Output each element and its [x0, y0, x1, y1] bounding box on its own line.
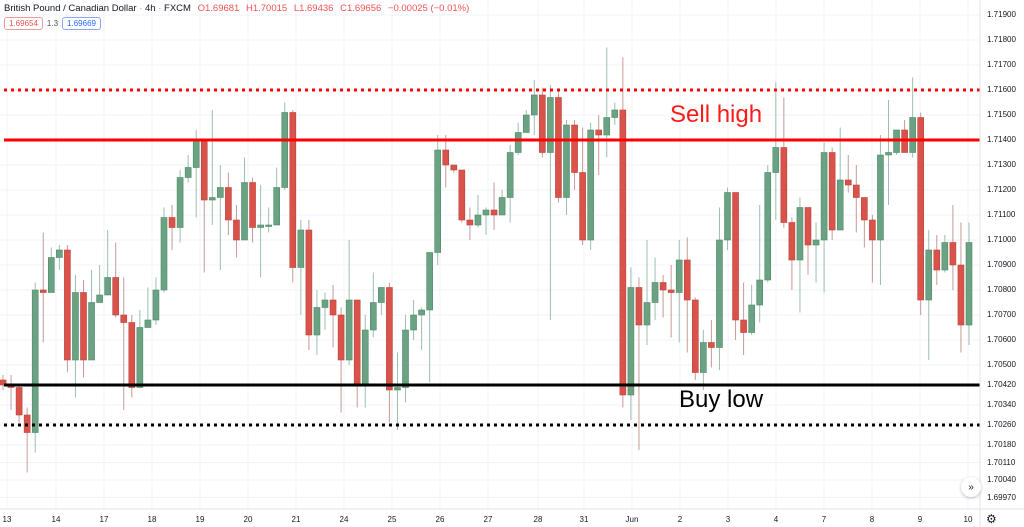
sell-button[interactable]: 1.69654	[4, 17, 43, 30]
price-tick-label: 1.71500	[987, 110, 1016, 119]
gear-icon: ⚙	[986, 512, 997, 526]
ohlc-high: H1.70015	[245, 3, 288, 14]
time-tick-label: 3	[725, 515, 731, 524]
ohlc-open: O1.69681	[197, 3, 240, 14]
double-chevron-right-icon: »	[968, 481, 974, 493]
price-tick-label: 1.71200	[987, 185, 1016, 194]
time-tick-label: 2	[677, 515, 683, 524]
interval[interactable]: 4h	[145, 3, 156, 14]
time-tick-label: 19	[195, 515, 205, 524]
price-tick-label: 1.70600	[987, 335, 1016, 344]
price-tick-label: 1.70260	[987, 420, 1016, 429]
price-tick-label: 1.71900	[987, 10, 1016, 19]
time-tick-label: 28	[533, 515, 543, 524]
chart-settings-button[interactable]: ⚙	[986, 512, 997, 526]
price-tick-label: 1.69970	[987, 492, 1016, 502]
time-tick-label: 13	[2, 515, 12, 524]
time-tick-label: 27	[483, 515, 493, 524]
buy-low-annotation: Buy low	[679, 386, 764, 413]
ohlc-change: −0.00025 (−0.01%)	[387, 3, 470, 14]
time-tick-label: 18	[147, 515, 157, 524]
ohlc-low: L1.69436	[293, 3, 334, 14]
price-tick-label: 1.71000	[987, 235, 1016, 244]
time-tick-label: 26	[435, 515, 445, 524]
symbol-name[interactable]: British Pound / Canadian Dollar	[4, 3, 137, 14]
ohlc-close: C1.69656	[340, 3, 382, 14]
time-tick-label: 31	[579, 515, 589, 524]
price-tick-label: 1.71100	[987, 210, 1016, 219]
time-tick-label: Jun	[625, 515, 639, 524]
time-tick-label: 9	[917, 515, 923, 524]
price-tick-label: 1.71700	[987, 60, 1016, 69]
time-tick-label: 10	[963, 515, 973, 524]
grid-lines	[0, 0, 980, 509]
price-tick-label: 1.70700	[987, 310, 1016, 319]
price-tick-label: 1.71600	[987, 85, 1016, 94]
price-tick-label: 1.70500	[987, 360, 1016, 369]
price-tick-label: 1.70340	[987, 400, 1016, 409]
time-tick-label: 14	[51, 515, 61, 524]
time-tick-label: 21	[291, 515, 301, 524]
price-tick-label: 1.70900	[987, 260, 1016, 269]
price-tick-label: 1.70180	[987, 440, 1016, 449]
price-tick-label: 1.70110	[987, 457, 1016, 467]
time-tick-label: 20	[243, 515, 253, 524]
buy-button[interactable]: 1.69669	[62, 17, 101, 30]
time-tick-label: 17	[99, 515, 109, 524]
scroll-to-realtime-button[interactable]: »	[961, 477, 981, 497]
sell-high-annotation: Sell high	[670, 101, 763, 128]
price-tick-label: 1.70040	[987, 475, 1016, 484]
price-tick-label: 1.70420	[987, 380, 1016, 389]
time-tick-label: 8	[869, 515, 875, 524]
price-tick-label: 1.70800	[987, 285, 1016, 294]
level-lines	[4, 88, 980, 427]
price-tick-label: 1.71800	[987, 35, 1016, 44]
trade-quote: 1.69654 1.3 1.69669	[4, 17, 101, 30]
data-source: FXCM	[164, 3, 191, 14]
time-tick-label: 4	[773, 515, 779, 524]
spread-value: 1.3	[46, 19, 59, 28]
time-tick-label: 7	[821, 515, 827, 524]
time-tick-label: 25	[387, 515, 397, 524]
chart-legend: British Pound / Canadian Dollar · 4h · F…	[4, 3, 470, 14]
price-tick-label: 1.71300	[987, 160, 1016, 169]
candles	[0, 47, 973, 473]
price-tick-label: 1.71400	[987, 135, 1016, 144]
time-tick-label: 24	[339, 515, 349, 524]
